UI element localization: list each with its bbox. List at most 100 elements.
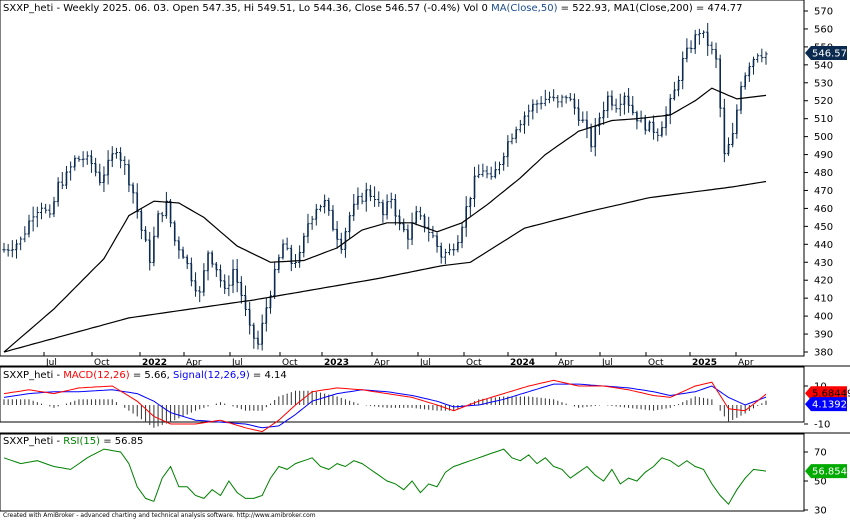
y-tick-label: 390 [814, 330, 833, 341]
price-bar-body [144, 230, 147, 241]
low-label: Lo [298, 3, 311, 14]
price-bar-body [411, 222, 413, 240]
price-bar-body [727, 144, 730, 154]
price-bar-body [573, 99, 576, 108]
ma50-line [3, 87, 767, 353]
price-bar-body [107, 160, 109, 175]
price-bar-body [665, 114, 667, 128]
vol-value: 0 [481, 3, 488, 14]
macd-y-tick-label: -10 [814, 420, 830, 431]
price-bar-body [415, 211, 418, 223]
price-bar-body [140, 211, 143, 231]
price-bar-body [357, 196, 359, 205]
low-value: 544.36 [313, 3, 349, 14]
price-bars [2, 22, 768, 351]
price-bar-body [752, 59, 755, 67]
rsi-y-tick-label: 50 [814, 477, 827, 488]
x-tick-label: 2025 [692, 358, 717, 368]
x-tick-label: Jul [419, 358, 431, 368]
last-price-badge: 546.57 [805, 46, 847, 61]
price-bar-body [407, 229, 409, 240]
signal-line [3, 383, 767, 429]
signal-value-badge-text: 4.13924 [812, 400, 850, 411]
price-bar-body [273, 269, 276, 296]
price-bar-body [627, 96, 630, 106]
ma1-value: 474.77 [707, 3, 743, 14]
price-bar-body [153, 236, 155, 263]
price-bar-body [173, 222, 176, 241]
price-bar-body [731, 133, 734, 145]
price-bar-body [236, 269, 238, 283]
price-bar-body [532, 104, 534, 112]
price-bar-body [240, 282, 243, 296]
last-price-badge-text: 546.57 [812, 49, 847, 60]
price-bar-body [515, 129, 517, 139]
price-bar-body [723, 108, 726, 154]
price-bar-body [736, 110, 738, 134]
ma1-label: MA1(Close,200) [613, 3, 693, 14]
price-bar-body [457, 242, 459, 250]
price-bar-body [631, 105, 634, 113]
macd-panel-frame [0, 366, 805, 423]
price-bar-body [244, 295, 247, 310]
price-bar-body [611, 96, 613, 106]
price-bar-body [157, 213, 159, 237]
price-bar-body [169, 201, 172, 223]
price-bar-body [590, 128, 592, 147]
price-bar-body [719, 59, 721, 109]
price-bar-body [423, 215, 426, 228]
price-bar-body [744, 75, 746, 87]
price-bar-body [586, 120, 588, 129]
price-bar-body [269, 295, 272, 308]
price-bar-body [15, 243, 18, 250]
price-bar-body [261, 323, 263, 345]
macd-plot: 10-10 [3, 379, 830, 433]
price-bar-body [606, 96, 609, 111]
price-bar-body [748, 66, 751, 76]
price-bar-body [623, 96, 626, 105]
x-tick-label: 2022 [142, 358, 167, 368]
price-bar-body [190, 263, 193, 281]
y-tick-label: 490 [814, 150, 833, 161]
price-bar-body [398, 216, 401, 224]
price-bar-body [257, 338, 259, 345]
signal-value-badge: 4.13924 [805, 397, 850, 412]
price-bar-body [203, 270, 205, 292]
rsi-symbol: SXXP_heti [3, 436, 54, 447]
price-bar-body [436, 235, 438, 247]
macd-symbol: SXXP_heti [3, 370, 54, 381]
price-bar-body [223, 280, 226, 289]
rsi-plot: 70 50 30 [3, 448, 827, 517]
price-bar-body [706, 32, 709, 46]
price-bar-body [323, 200, 326, 207]
price-bar-body [669, 98, 672, 115]
close-label: Close [354, 3, 382, 14]
price-bar-body [332, 210, 334, 230]
macd-value-badge: 5.68449 [805, 386, 850, 401]
price-bar-body [440, 246, 443, 258]
y-tick-label: 500 [814, 132, 833, 143]
price-bar-body [507, 141, 509, 157]
rsi-value-badge: 56.8548 [805, 464, 850, 479]
price-bar-body [57, 182, 59, 202]
price-bar-body [523, 116, 526, 125]
price-panel-frame [0, 0, 805, 357]
price-bar-body [307, 223, 309, 237]
price-bar-body [348, 215, 351, 232]
high-label: Hi [243, 3, 255, 14]
price-bar-body [103, 174, 105, 183]
y-tick-label: 380 [814, 348, 833, 359]
price-bar-body [111, 153, 114, 161]
change-value: (-0.4%) [423, 3, 461, 14]
price-bar-body [694, 34, 697, 49]
price-bar-body [636, 112, 638, 121]
signal-label: Signal(12,26,9) [173, 370, 250, 381]
price-bar-body [207, 253, 209, 271]
x-tick-label: Jul [45, 358, 57, 368]
rsi-label: RSI(15) [63, 436, 101, 447]
price-bar-body [165, 201, 168, 216]
y-tick-label: 480 [814, 168, 833, 179]
y-tick-label: 510 [814, 114, 833, 125]
